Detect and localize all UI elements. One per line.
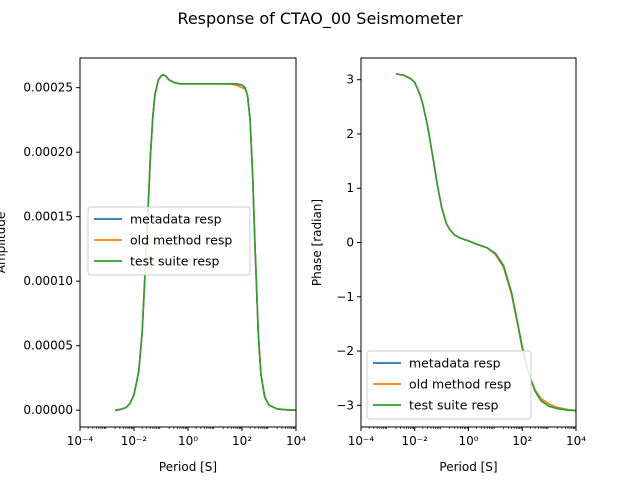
legend-label: old method resp bbox=[409, 377, 511, 392]
legend: metadata resp old method resp test suite r… bbox=[366, 350, 532, 420]
series-lines bbox=[395, 72, 576, 412]
y-tick-label: −1 bbox=[336, 290, 354, 304]
y-tick-label: 0.00020 bbox=[23, 145, 73, 159]
y-axis-label: Amplitude bbox=[0, 212, 8, 274]
x-tick-label: 10⁻⁴ bbox=[348, 434, 375, 448]
legend-label: test suite resp bbox=[409, 398, 499, 413]
x-tick-label: 10² bbox=[232, 434, 252, 448]
series-line-3 bbox=[395, 72, 576, 412]
legend-label: metadata resp bbox=[409, 356, 501, 371]
subplots: 10⁻⁴ 10⁻² 10⁰ 10² 10⁴ 0.00000 0.00005 0.00010 0.… bbox=[0, 57, 586, 474]
y-tick-label: 0.00025 bbox=[23, 81, 73, 95]
y-tick-label: 3 bbox=[346, 73, 354, 87]
y-tick-label: 1 bbox=[346, 181, 354, 195]
x-tick-label: 10⁰ bbox=[178, 434, 198, 448]
legend-box bbox=[366, 350, 532, 420]
y-tick-label: 0.00015 bbox=[23, 210, 73, 224]
legend-label: old method resp bbox=[130, 233, 232, 248]
x-tick-label: 10⁴ bbox=[286, 434, 306, 448]
x-tick-label: 10⁰ bbox=[458, 434, 478, 448]
y-axis-label: Phase [radian] bbox=[310, 199, 324, 286]
subplot-1: 10⁻⁴ 10⁻² 10⁰ 10² 10⁴ 0.00000 0.00005 0.00010 0.… bbox=[0, 57, 306, 474]
legend-label: metadata resp bbox=[130, 212, 222, 227]
x-tick-label: 10⁴ bbox=[566, 434, 586, 448]
x-axis-label: Period [S] bbox=[159, 460, 217, 474]
legend-label: test suite resp bbox=[130, 254, 220, 269]
y-tick-label: 2 bbox=[346, 127, 354, 141]
x-tick-label: 10⁻⁴ bbox=[67, 434, 94, 448]
legend-box bbox=[87, 206, 251, 276]
x-tick-label: 10⁻² bbox=[402, 434, 429, 448]
y-tick-label: 0.00005 bbox=[23, 339, 73, 353]
figure-title: Response of CTAO_00 Seismometer bbox=[177, 9, 463, 29]
y-tick-label: −2 bbox=[336, 344, 354, 358]
subplot-2: 10⁻⁴ 10⁻² 10⁰ 10² 10⁴ −3 −2 −1 0 1 2 3 Period [S] Pha… bbox=[310, 57, 586, 474]
x-tick-label: 10⁻² bbox=[121, 434, 148, 448]
y-tick-label: −3 bbox=[336, 398, 354, 412]
y-tick-label: 0 bbox=[346, 236, 354, 250]
y-tick-label: 0.00010 bbox=[23, 274, 73, 288]
legend: metadata resp old method resp test suite r… bbox=[87, 206, 251, 276]
series-line-3 bbox=[115, 73, 296, 412]
y-tick-label: 0.00000 bbox=[23, 403, 73, 417]
x-axis-label: Period [S] bbox=[439, 460, 497, 474]
x-tick-label: 10² bbox=[512, 434, 532, 448]
series-lines bbox=[115, 73, 296, 412]
